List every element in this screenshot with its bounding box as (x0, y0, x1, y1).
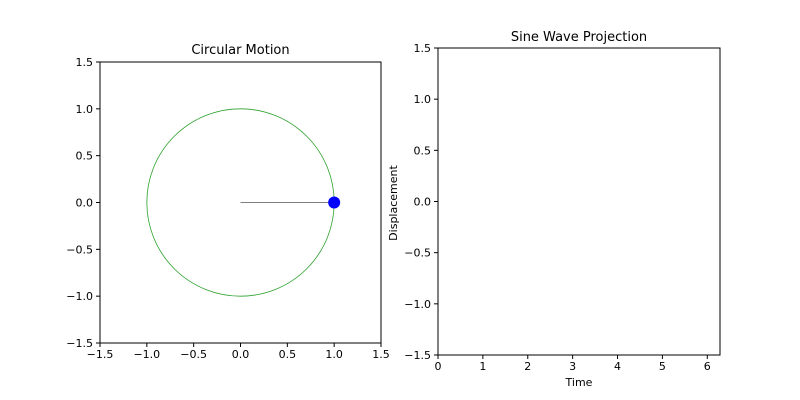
y-tick-label: 1.0 (414, 93, 432, 106)
x-tick-label: 3 (569, 360, 576, 373)
y-tick-label: 1.0 (76, 103, 94, 116)
x-tick-label: −1.0 (133, 348, 160, 361)
y-tick-label: 0.0 (414, 196, 432, 209)
y-tick-label: 0.0 (76, 197, 94, 210)
moving-point (328, 196, 341, 209)
x-tick-label: −0.5 (180, 348, 207, 361)
x-tick-label: −1.5 (87, 348, 114, 361)
x-tick-label: 4 (614, 360, 621, 373)
x-tick-label: 0.0 (232, 348, 250, 361)
circular-motion-chart: Circular Motion −1.5 −1.0 −0.5 0.0 0.5 1.0 1.5… (66, 43, 389, 361)
x-tick-label: 0.5 (279, 348, 297, 361)
y-tick-label: 0.5 (76, 150, 94, 163)
axes-frame (437, 47, 721, 356)
y-axis-label: Displacement (387, 165, 400, 241)
y-tick-label: −1.0 (404, 298, 431, 311)
y-tick-label: −1.5 (404, 349, 431, 362)
axis-ticks: 0 1 2 3 4 5 6 −1.5 −1.0 −0.5 0.0 0.5 1.0 1.5 (404, 42, 711, 373)
x-tick-label: 1.0 (325, 348, 343, 361)
y-tick-label: −1.5 (66, 337, 93, 350)
chart-title: Sine Wave Projection (511, 30, 647, 45)
x-tick-label: 2 (524, 360, 531, 373)
x-axis-label: Time (565, 376, 593, 389)
plot-area (146, 108, 341, 297)
y-tick-label: −0.5 (404, 247, 431, 260)
axis-ticks: −1.5 −1.0 −0.5 0.0 0.5 1.0 1.5 −1.5 −1.0 −0.5 0.0 0… (66, 56, 389, 361)
y-tick-label: 1.5 (414, 42, 432, 55)
x-tick-label: 6 (704, 360, 711, 373)
x-tick-label: 0 (435, 360, 442, 373)
x-tick-label: 5 (659, 360, 666, 373)
axes-frame (99, 61, 382, 344)
y-tick-label: 0.5 (414, 144, 432, 157)
x-tick-label: 1.5 (372, 348, 390, 361)
chart-title: Circular Motion (191, 43, 289, 58)
y-tick-label: −1.0 (66, 290, 93, 303)
y-tick-label: 1.5 (76, 56, 94, 69)
y-tick-label: −0.5 (66, 243, 93, 256)
sine-wave-chart: Sine Wave Projection Time Displacement 0… (387, 30, 721, 389)
x-tick-label: 1 (479, 360, 486, 373)
